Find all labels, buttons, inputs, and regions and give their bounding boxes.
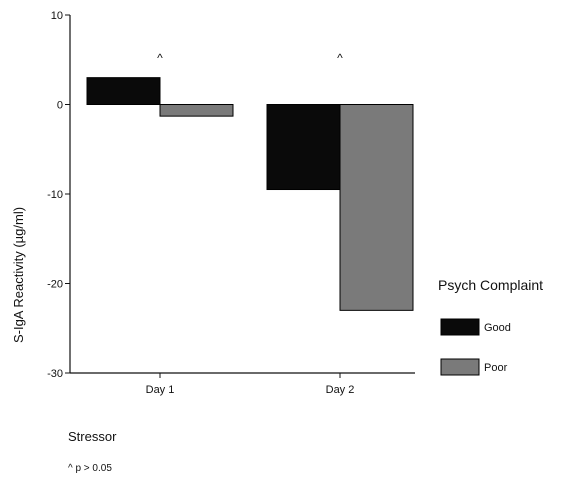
bar-poor-day-1	[159, 104, 234, 117]
bar-good-day-1	[86, 77, 161, 106]
x-tick-label: Day 2	[326, 384, 355, 396]
legend: Psych Complaint Good Poor	[438, 277, 543, 376]
bar-poor-day-2	[339, 104, 414, 311]
significance-annotation: ^	[157, 51, 163, 65]
legend-label-poor: Poor	[484, 362, 508, 374]
significance-annotation: ^	[337, 51, 343, 65]
x-tick-label: Day 1	[146, 384, 175, 396]
x-axis-title: Stressor	[68, 429, 117, 444]
y-axis-title: S-IgA Reactivity (µg/ml)	[11, 207, 26, 343]
legend-label-good: Good	[484, 322, 511, 334]
y-tick-label: 0	[57, 100, 63, 112]
bar-good-day-2	[266, 104, 341, 191]
y-tick-label: -20	[47, 279, 63, 291]
legend-items: Good Poor	[440, 318, 511, 376]
footnote: ^ p > 0.05	[68, 463, 112, 474]
legend-title: Psych Complaint	[438, 277, 543, 293]
y-tick-label: -30	[47, 368, 63, 380]
plot-area: 10 0 -10 -20 -30 Day 1 ^ Day 2 ^	[47, 10, 415, 396]
y-tick-label: -10	[47, 189, 63, 201]
legend-swatch-good	[440, 318, 480, 336]
legend-swatch-poor	[440, 358, 480, 376]
y-tick-label: 10	[51, 10, 63, 22]
